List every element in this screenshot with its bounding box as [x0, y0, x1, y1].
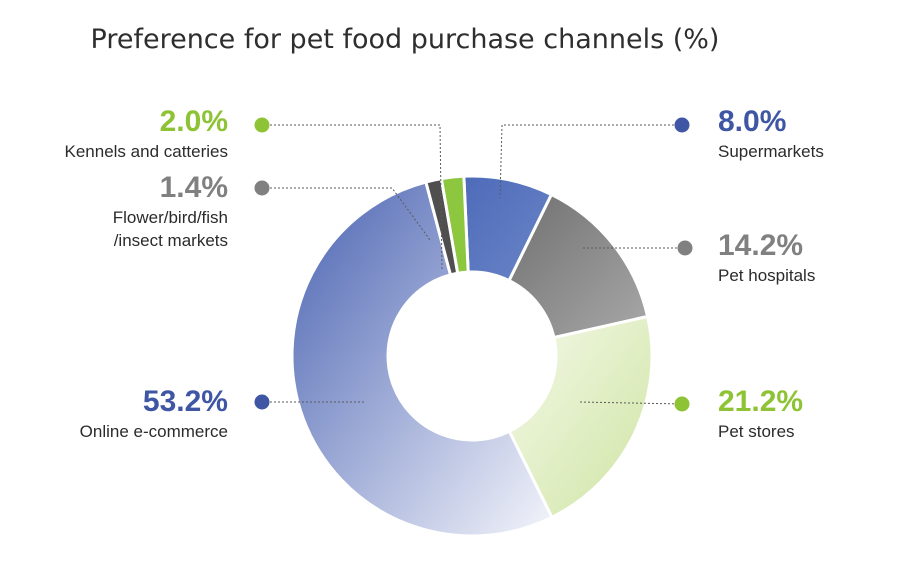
label-supermarkets: 8.0% Supermarkets [718, 104, 824, 163]
category-label: Pet hospitals [718, 266, 816, 285]
value-label: 21.2% [718, 385, 804, 418]
category-label: Pet stores [718, 422, 795, 441]
label-pet-hospitals: 14.2% Pet hospitals [718, 228, 815, 287]
leader-pet-stores [579, 401, 683, 405]
leader-supermarkets [499, 124, 682, 199]
marker-flower-bird-fish-insect-markets [254, 180, 270, 196]
slice-online-e-commerce [290, 180, 554, 538]
leader-kennels-and-catteries [262, 124, 443, 271]
value-label: 53.2% [142, 385, 228, 418]
chart-title: Preference for pet food purchase channel… [90, 24, 720, 55]
marker-kennels-and-catteries [254, 117, 270, 133]
marker-pet-hospitals [677, 240, 693, 256]
category-label: Supermarkets [718, 142, 824, 161]
slice-pet-stores [507, 314, 654, 520]
marker-online-e-commerce [254, 394, 270, 410]
slice-kennels-and-catteries [439, 174, 470, 275]
label-kennels-and-catteries: 2.0% Kennels and catteries [65, 104, 229, 163]
value-label: 14.2% [718, 229, 804, 262]
category-label: Flower/bird/fish /insect markets [112, 208, 228, 250]
slice-pet-hospitals [507, 192, 650, 340]
label-flower-bird-fish-insect-markets: 1.4% Flower/bird/fish /insect markets [113, 170, 228, 252]
leader-flower-bird-fish-insect-markets [262, 187, 431, 241]
category-label: Online e-commerce [79, 422, 228, 441]
marker-pet-stores [674, 396, 690, 412]
label-online-e-commerce: 53.2% Online e-commerce [80, 384, 228, 443]
value-label: 8.0% [718, 105, 787, 138]
marker-supermarkets [674, 117, 690, 133]
label-pet-stores: 21.2% Pet stores [718, 384, 803, 443]
value-label: 1.4% [159, 171, 228, 204]
value-label: 2.0% [159, 105, 228, 138]
category-label: Kennels and catteries [64, 142, 229, 161]
